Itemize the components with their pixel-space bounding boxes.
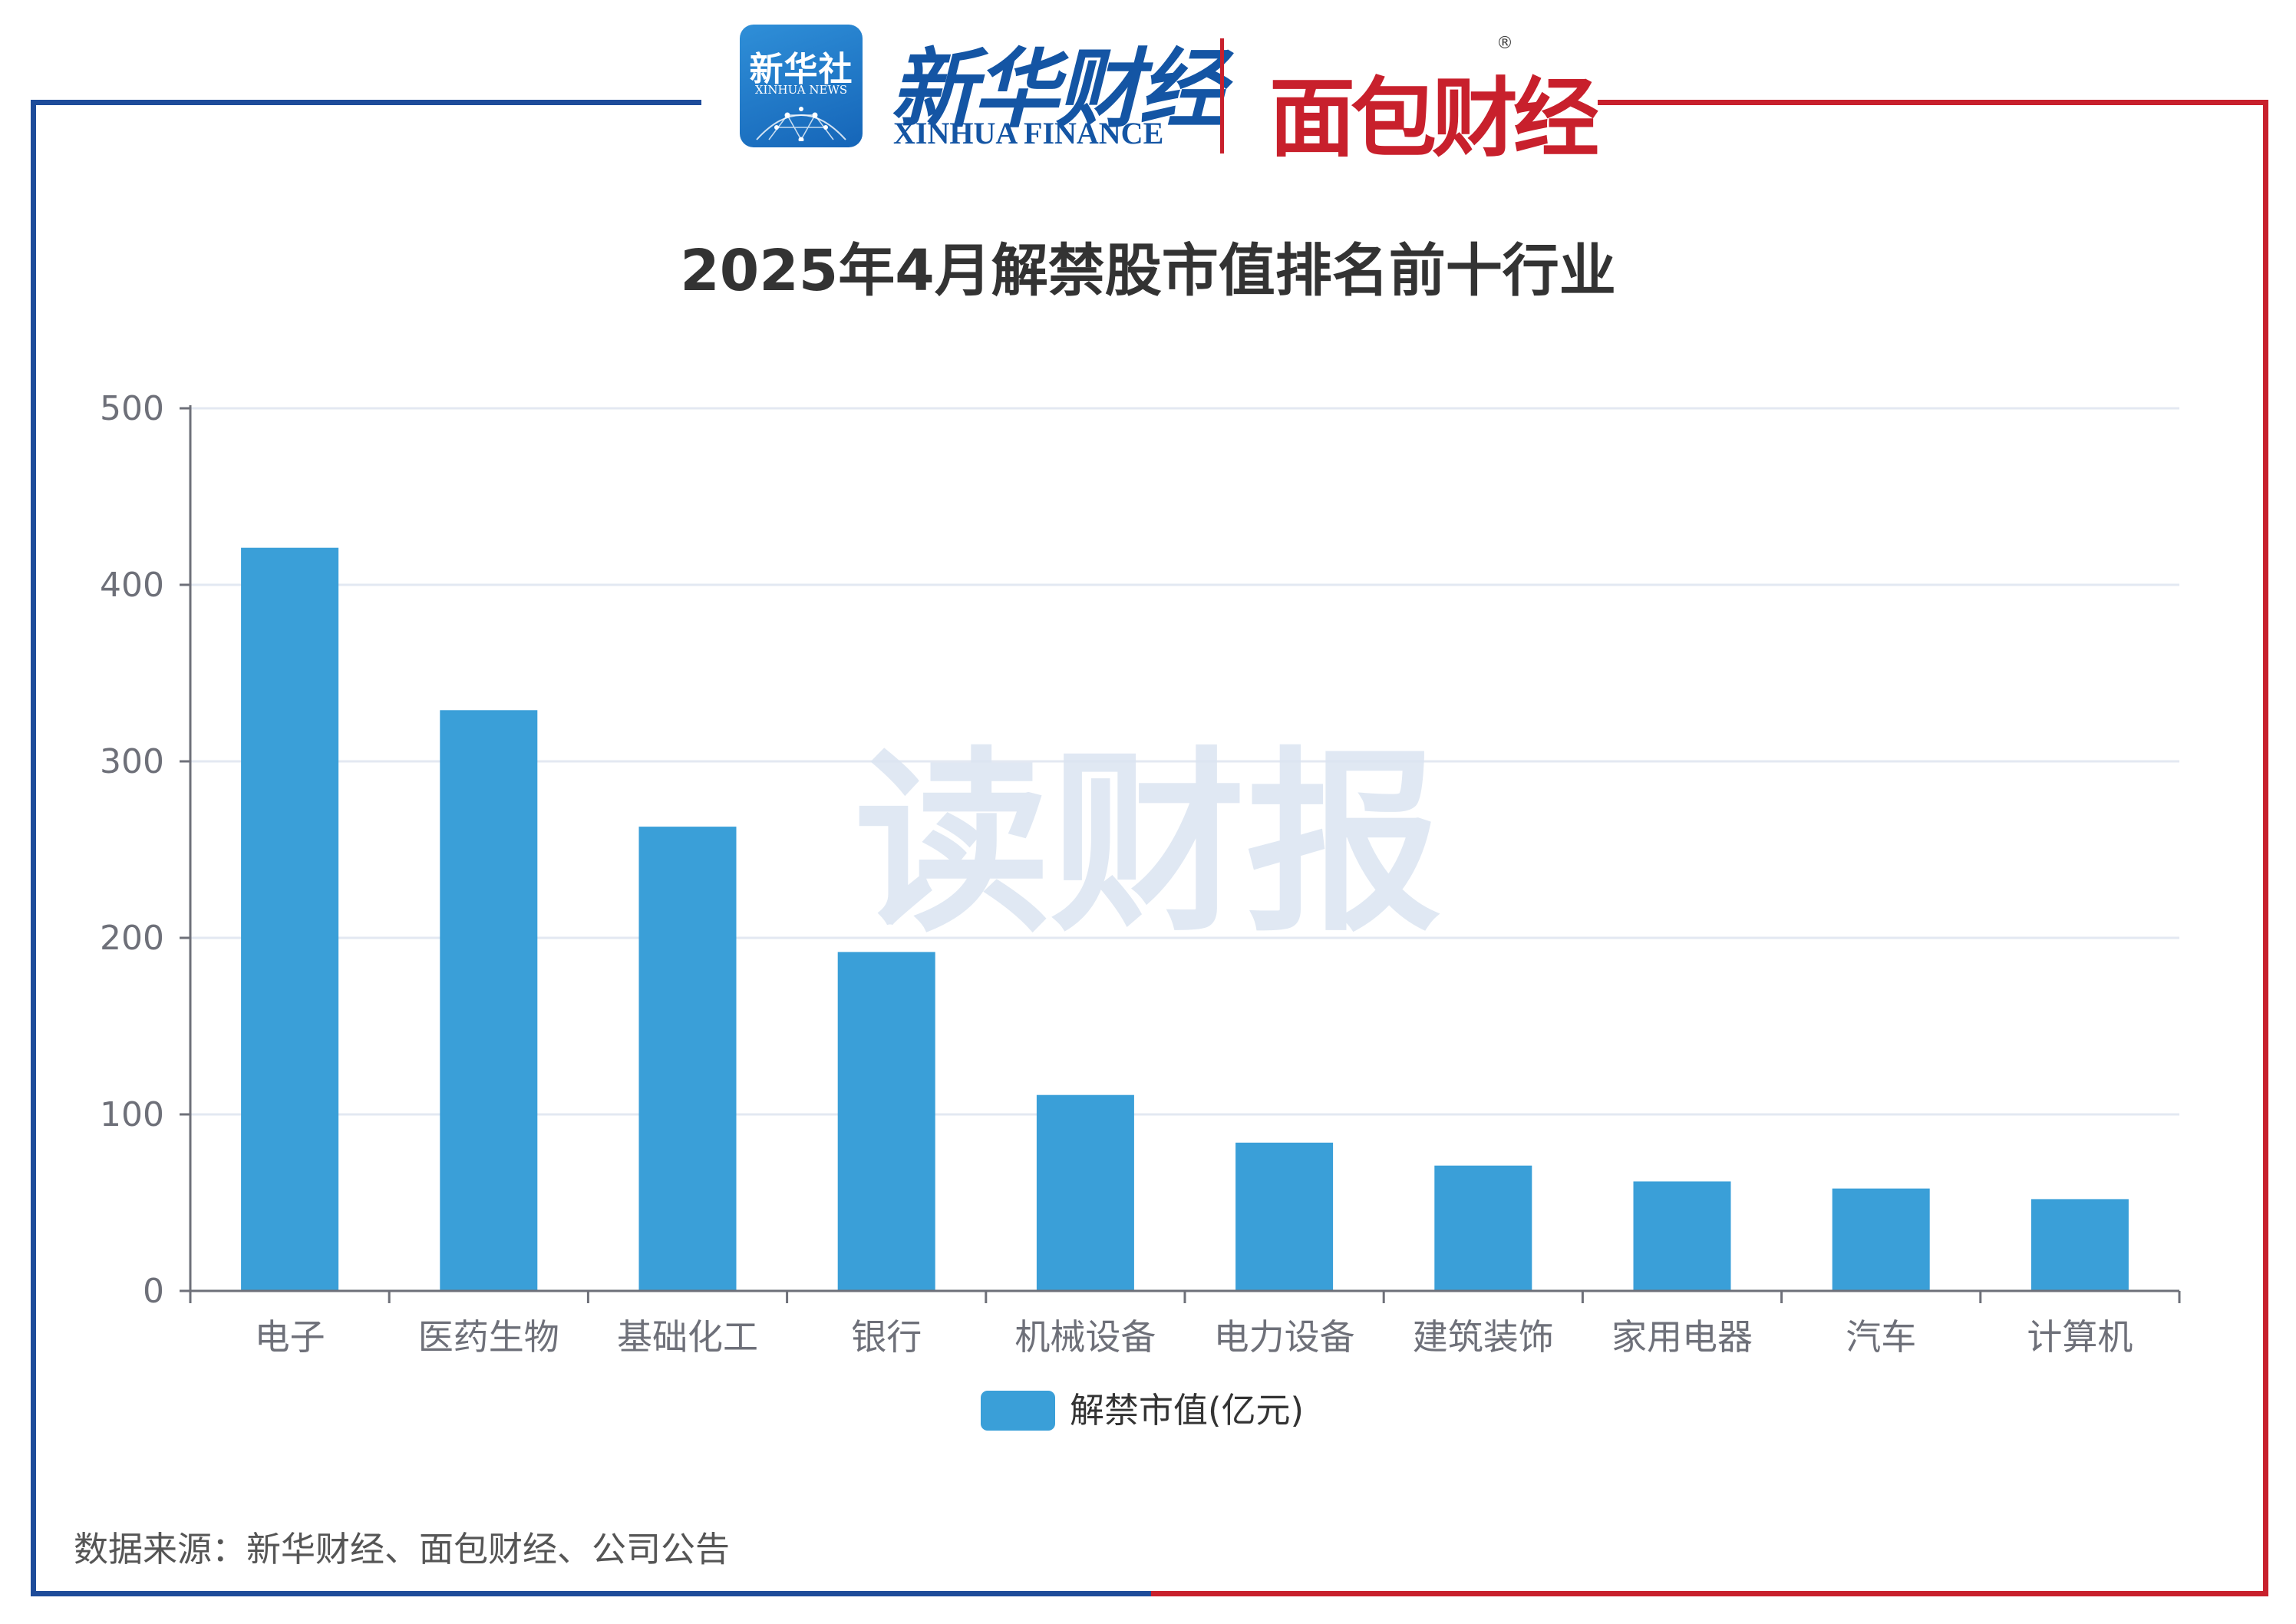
frame-bottom-right-line [1151,1591,2268,1596]
chart-title: 2025年4月解禁股市值排名前十行业 [680,238,1615,304]
watermark-text: 读财报 [854,731,1441,959]
y-tick-label: 400 [100,566,164,605]
bar [1633,1181,1731,1291]
frame-top-left-line [31,100,701,105]
data-source-note: 数据来源：新华财经、面包财经、公司公告 [74,1529,731,1570]
legend-swatch [981,1391,1055,1431]
mianbao-finance-logo: 面包财经 ® [1269,34,1599,169]
frame-right-line [2263,100,2268,1596]
y-tick-label: 100 [100,1095,164,1134]
x-category-label: 银行 [851,1316,922,1358]
frame-left-line [31,100,36,1596]
xinhua-finance-logo: 新华财经 XINHUA FINANCE [890,20,1225,158]
x-category-label: 电子 [255,1316,325,1358]
y-tick-label: 500 [100,389,164,428]
bar [1235,1142,1334,1291]
x-category-label: 医药生物 [418,1316,559,1358]
y-tick-label: 0 [143,1272,164,1311]
x-category-label: 机械设备 [1014,1316,1156,1358]
y-tick-label: 300 [100,742,164,781]
x-category-label: 汽车 [1846,1316,1916,1358]
xinhua-finance-logo-subtext: XINHUA FINANCE [893,116,1164,150]
frame-bottom-left-line [31,1591,1151,1596]
x-category-label: 电力设备 [1214,1316,1355,1358]
bar [440,710,538,1291]
bar [1036,1094,1134,1291]
axes: 0 100 200 300 400 500 电子 医药生物 基础化工 银行 机械设备 电力设备 建筑装饰… [100,389,2181,1358]
bar [1832,1188,1930,1291]
x-category-label: 家用电器 [1611,1316,1753,1358]
bars [241,547,2129,1291]
xinhua-news-logo-subtext: XINHUA NEWS [754,83,848,97]
x-category-label: 计算机 [2027,1316,2133,1358]
bar [638,827,737,1291]
logo-divider [1220,38,1224,153]
legend-label: 解禁市值(亿元) [1070,1390,1304,1431]
frame-top-right-line [1598,100,2268,105]
xinhua-finance-logo-text: 新华财经 [890,39,1225,140]
legend: 解禁市值(亿元) [981,1390,1304,1431]
xinhua-news-logo-text: 新华社 [749,50,853,89]
xinhua-news-logo: 新华社 XINHUA NEWS [740,25,863,147]
registered-mark: ® [1496,34,1513,53]
bar [1434,1165,1532,1291]
x-category-label: 基础化工 [617,1316,758,1358]
header-logos: 新华社 XINHUA NEWS 新华财经 XINHUA FINANCE 面包财经… [737,20,1604,169]
bar [837,952,935,1291]
x-category-label: 建筑装饰 [1413,1316,1554,1358]
mianbao-finance-logo-text: 面包财经 [1269,69,1599,169]
globe-network-icon [756,107,846,141]
bar [2030,1199,2129,1291]
bar [241,547,339,1291]
y-tick-label: 200 [100,919,164,958]
